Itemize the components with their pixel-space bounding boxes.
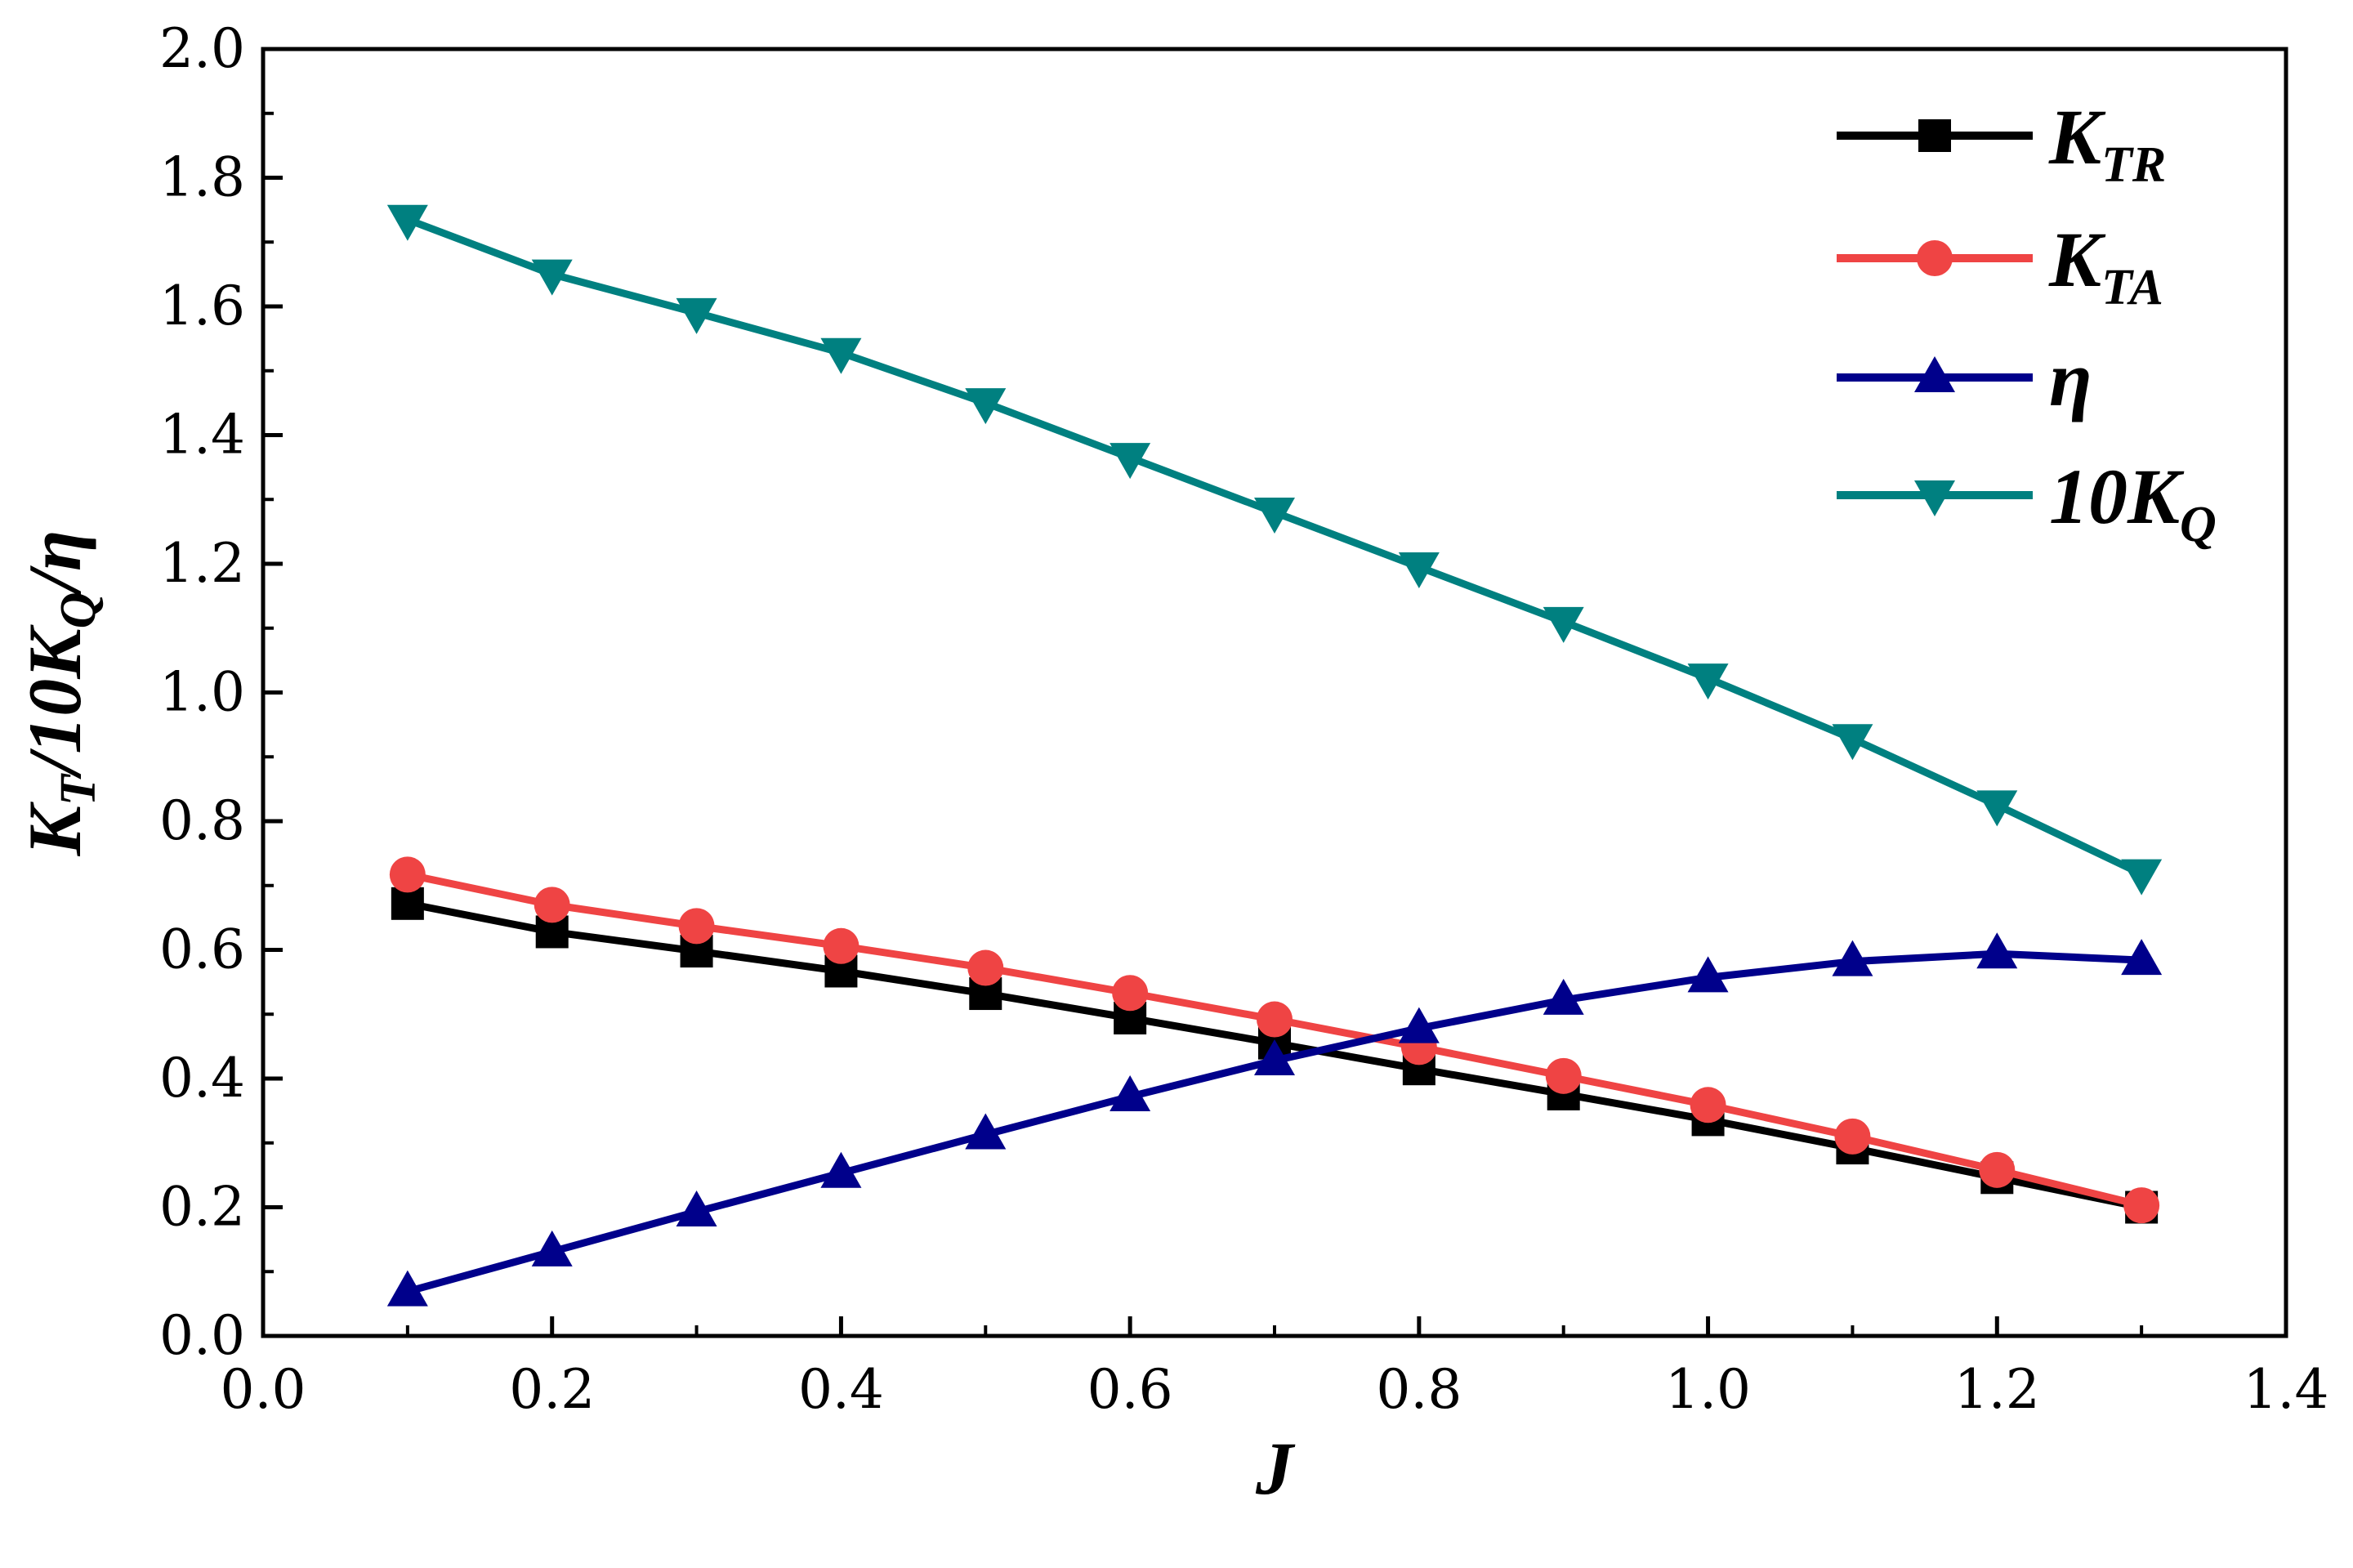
data-point [1545, 1057, 1582, 1094]
y-tick-label: 2.0 [159, 17, 245, 80]
data-point [531, 1230, 573, 1266]
legend-marker [1917, 240, 1953, 276]
data-point [2121, 859, 2163, 896]
data-point [1398, 552, 1440, 588]
data-point [1398, 1007, 1440, 1043]
legend-item: 10KQ [1837, 453, 2217, 552]
legend-item: KTA [1837, 216, 2163, 315]
legend-label-main: η [2049, 335, 2092, 422]
data-point [1687, 663, 1729, 700]
x-tick-label: 0.6 [1087, 1358, 1173, 1421]
legend-label-subscript: Q [2180, 497, 2217, 552]
series-layer [386, 204, 2163, 1307]
data-point [1832, 940, 1873, 976]
y-tick-label: 1.0 [159, 661, 245, 724]
data-point [386, 1270, 428, 1307]
x-tick-label: 0.0 [221, 1358, 306, 1421]
data-point [1254, 498, 1295, 534]
data-point [386, 204, 428, 241]
legend-marker [1918, 119, 1951, 152]
data-point [1834, 1118, 1871, 1155]
x-tick-label: 0.8 [1376, 1358, 1462, 1421]
data-point [1832, 724, 1873, 761]
data-point [389, 856, 426, 893]
data-point [1690, 1087, 1726, 1124]
y-axis-title: KT/10KQ/η [13, 529, 106, 856]
legend-marker [1914, 480, 1955, 516]
legend-label: η [2049, 335, 2092, 422]
x-tick-label: 0.2 [509, 1358, 595, 1421]
x-axis-ticks: 0.0 0.2 0.4 0.6 0.8 1.0 1.2 1.4 [221, 1316, 2329, 1421]
data-point [676, 297, 717, 334]
data-point [1110, 443, 1151, 480]
legend-label-subscript: TA [2101, 260, 2163, 315]
data-point [2123, 1187, 2160, 1224]
y-tick-label: 1.2 [159, 532, 245, 595]
data-point [1112, 975, 1149, 1012]
data-point [820, 337, 862, 374]
x-tick-label: 1.2 [1954, 1358, 2040, 1421]
series-1 [389, 856, 2160, 1224]
legend-label-main: 10K [2049, 453, 2185, 540]
data-point [1257, 1001, 1293, 1038]
y-tick-label: 0.4 [159, 1047, 245, 1110]
data-point [820, 1151, 862, 1188]
y-tick-label: 1.8 [159, 146, 245, 209]
legend-item: KTR [1837, 93, 2166, 193]
data-point [1254, 1039, 1295, 1075]
y-axis-ticks: 0.0 0.2 0.4 0.6 0.8 1.0 1.2 1.4 1.6 1.8 2.0 [159, 17, 283, 1367]
y-tick-label: 0.2 [159, 1176, 245, 1239]
data-point [1979, 1151, 2016, 1188]
legend-label: KTR [2048, 93, 2166, 193]
series-2 [386, 932, 2163, 1307]
x-tick-label: 1.4 [2244, 1358, 2329, 1421]
data-point [965, 388, 1007, 425]
x-axis-title: J [1255, 1427, 1296, 1510]
legend-label: 10KQ [2049, 453, 2217, 552]
data-point [531, 259, 573, 296]
y-tick-label: 0.0 [159, 1304, 245, 1367]
data-point [823, 927, 859, 964]
data-point [2121, 939, 2163, 976]
legend-label-subscript: TR [2101, 137, 2166, 193]
y-tick-label: 1.4 [159, 404, 245, 467]
legend-marker [1914, 356, 1955, 392]
data-point [1976, 790, 2018, 827]
data-point [1543, 606, 1584, 643]
data-point [678, 908, 715, 945]
legend-label: KTA [2048, 216, 2163, 315]
series-line [406, 216, 2144, 878]
data-point [965, 1113, 1007, 1150]
data-point [1976, 932, 2018, 969]
legend-label-main: K [2048, 216, 2106, 303]
data-point [1543, 978, 1584, 1015]
data-point [391, 887, 424, 920]
legend-label-main: K [2048, 93, 2106, 181]
y-tick-label: 0.8 [159, 789, 245, 852]
series-3 [386, 204, 2163, 896]
data-point [676, 1191, 717, 1227]
x-tick-label: 0.4 [798, 1358, 884, 1421]
legend-item: η [1837, 335, 2092, 422]
plot-frame [261, 47, 2288, 1338]
data-point [1687, 956, 1729, 993]
data-point [1110, 1075, 1151, 1112]
y-tick-label: 0.6 [159, 918, 245, 981]
data-point [967, 949, 1004, 986]
y-tick-label: 1.6 [159, 275, 245, 337]
x-tick-label: 1.0 [1665, 1358, 1751, 1421]
data-point [534, 887, 570, 923]
